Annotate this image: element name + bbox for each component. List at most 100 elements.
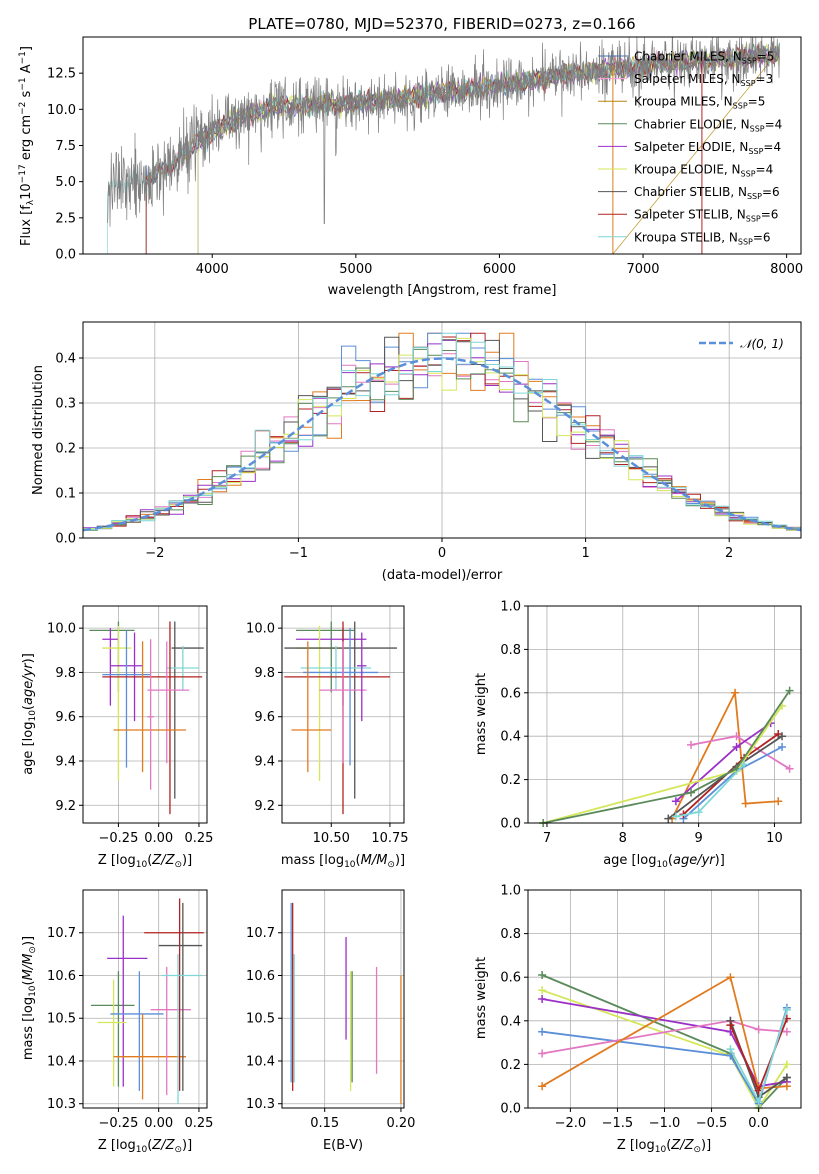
x-tick-label: 0: [438, 546, 446, 561]
y-tick-label: 1.0: [500, 884, 521, 899]
mass-weight-marker: [754, 1025, 763, 1034]
mass-age-panel: 10.50 10.75 9.2 9.4 9.6 9.8 10.0 mass [log10(M…: [246, 605, 409, 870]
y-tick-label: 1.0: [500, 600, 521, 615]
y-tick-label: 9.6: [254, 710, 275, 725]
mass-weight-marker: [731, 688, 740, 697]
x-tick-label: −1: [289, 546, 308, 561]
y-tick-label: 10.0: [47, 622, 76, 637]
mass-weight-marker: [664, 814, 673, 823]
z-weight-xlabel: Z [log10(Z/Z⊙)]: [617, 1138, 711, 1155]
y-tick-label: 2.5: [55, 211, 76, 226]
y-tick-label: 9.2: [254, 799, 275, 814]
y-tick-label: 10.3: [47, 1097, 76, 1112]
y-tick-label: 0.8: [500, 927, 521, 942]
x-tick-label: 2: [725, 546, 733, 561]
z-mass-axes-frame: [82, 889, 208, 1109]
y-tick-label: 10.3: [246, 1097, 275, 1112]
mass-weight-marker: [741, 799, 750, 808]
mass-weight-marker: [782, 1073, 791, 1082]
y-tick-label: 9.6: [55, 710, 76, 725]
x-tick-label: −2.0: [555, 1116, 587, 1131]
metallicity-age-panel: −0.25 0.00 0.25 9.2 9.4 9.6 9.8 10.0 Z [log10(Z…: [21, 605, 213, 870]
x-tick-label: 7000: [626, 262, 659, 277]
y-tick-label: 0.4: [55, 352, 76, 367]
z-weight-ylabel: mass weight: [474, 957, 489, 1039]
x-tick-label: 10.75: [371, 831, 408, 846]
legend-label: Chabrier STELIB, NSSP=6: [634, 185, 780, 201]
legend-label: Chabrier ELODIE, NSSP=4: [634, 117, 782, 133]
metallicity-mass-panel: −0.25 0.00 0.25 10.3 10.4 10.5 10.6 10.7 Z [log…: [21, 889, 213, 1155]
y-tick-label: 10.5: [246, 1012, 275, 1027]
y-tick-label: 10.7: [47, 926, 76, 941]
mass-weight-marker: [782, 1005, 791, 1014]
mass-weight-marker: [785, 764, 794, 773]
y-tick-label: 0.4: [500, 730, 521, 745]
x-tick-label: −1.5: [602, 1116, 634, 1131]
y-tick-label: 10.7: [246, 926, 275, 941]
mass-weight-marker: [671, 812, 680, 821]
y-tick-label: 0.4: [500, 1014, 521, 1029]
x-tick-label: 0.25: [184, 831, 213, 846]
y-tick-label: 9.2: [55, 799, 76, 814]
y-tick-label: 0.6: [500, 686, 521, 701]
x-tick-label: 6000: [483, 262, 516, 277]
normal-reference-curve: [82, 357, 802, 532]
histogram-step-line: [83, 332, 801, 530]
age-weight-xlabel: age [log10(age/yr)]: [603, 853, 725, 870]
spectrum-xlabel: wavelength [Angstrom, rest frame]: [328, 283, 557, 298]
mass-age-axes-frame: [281, 605, 405, 824]
x-tick-label: −1.0: [649, 1116, 681, 1131]
histogram-ylabel: Normed distribution: [31, 365, 46, 495]
mass-weight-marker: [538, 986, 547, 995]
x-tick-label: 4000: [196, 262, 229, 277]
mass-weight-marker: [726, 1021, 735, 1030]
spectrum-panel: PLATE=0780, MJD=52370, FIBERID=0273, z=0…: [18, 15, 803, 298]
x-tick-label: −2: [145, 546, 164, 561]
age-massweight-panel: 7 8 9 10 0.0 0.2 0.4 0.6 0.8 1.0 age [log10(age/y…: [474, 600, 802, 870]
y-tick-label: 10.6: [246, 969, 275, 984]
x-tick-label: 7: [543, 831, 551, 846]
x-tick-label: 9: [694, 831, 702, 846]
y-tick-label: 10.5: [47, 1012, 76, 1027]
y-tick-label: 5.0: [55, 175, 76, 190]
mass-weight-line: [541, 1019, 787, 1055]
ebv-mass-xlabel: E(B-V): [323, 1138, 363, 1153]
mass-weight-marker: [732, 743, 741, 752]
mass-weight-line: [541, 989, 788, 1110]
mass-weight-marker: [687, 788, 696, 797]
mass-weight-marker: [778, 743, 787, 752]
mass-weight-marker: [671, 797, 680, 806]
observed-spectrum-line: [107, 36, 780, 227]
mass-age-xlabel: mass [log10(M/M⊙)]: [281, 853, 405, 870]
mass-weight-marker: [782, 1060, 791, 1069]
x-tick-label: 0.00: [144, 831, 173, 846]
z-age-ylabel: age [log10(age/yr)]: [21, 653, 38, 775]
mass-weight-marker: [785, 686, 794, 695]
ebv-mass-panel: 0.15 0.20 10.3 10.4 10.5 10.6 10.7 E(B-V): [246, 889, 415, 1153]
x-tick-label: 0.0: [748, 1116, 769, 1131]
legend-label: Salpeter MILES, NSSP=3: [634, 72, 773, 88]
z-mass-ylabel: mass [log10(M/M⊙)]: [21, 936, 38, 1060]
x-tick-label: 10.50: [313, 831, 350, 846]
histogram-legend: 𝒩(0, 1): [699, 337, 784, 351]
x-tick-label: 8000: [770, 262, 803, 277]
age-weight-axes-frame: [527, 605, 802, 824]
x-tick-label: 0.00: [144, 1116, 173, 1131]
residual-histogram-panel: −2 −1 0 1 2 0.0 0.1 0.2 0.3 0.4 (data-model)/erro…: [31, 321, 802, 583]
x-tick-label: −0.5: [696, 1116, 728, 1131]
y-tick-label: 7.5: [55, 139, 76, 154]
y-tick-label: 0.2: [500, 1058, 521, 1073]
mass-weight-marker: [778, 732, 787, 741]
y-tick-label: 0.6: [500, 971, 521, 986]
y-tick-label: 9.8: [55, 666, 76, 681]
x-tick-label: 1: [581, 546, 589, 561]
legend-label: Kroupa MILES, NSSP=5: [634, 95, 765, 111]
mass-weight-marker: [726, 1045, 735, 1054]
spectrum-ylabel: Flux [fλ10−17 erg cm−2 s−1 A−1]: [18, 46, 36, 246]
z-mass-xlabel: Z [log10(Z/Z⊙)]: [98, 1138, 192, 1155]
x-tick-label: −0.25: [99, 831, 139, 846]
x-tick-label: 0.15: [310, 1116, 339, 1131]
mass-weight-marker: [774, 797, 783, 806]
y-tick-label: 0.0: [55, 532, 76, 547]
